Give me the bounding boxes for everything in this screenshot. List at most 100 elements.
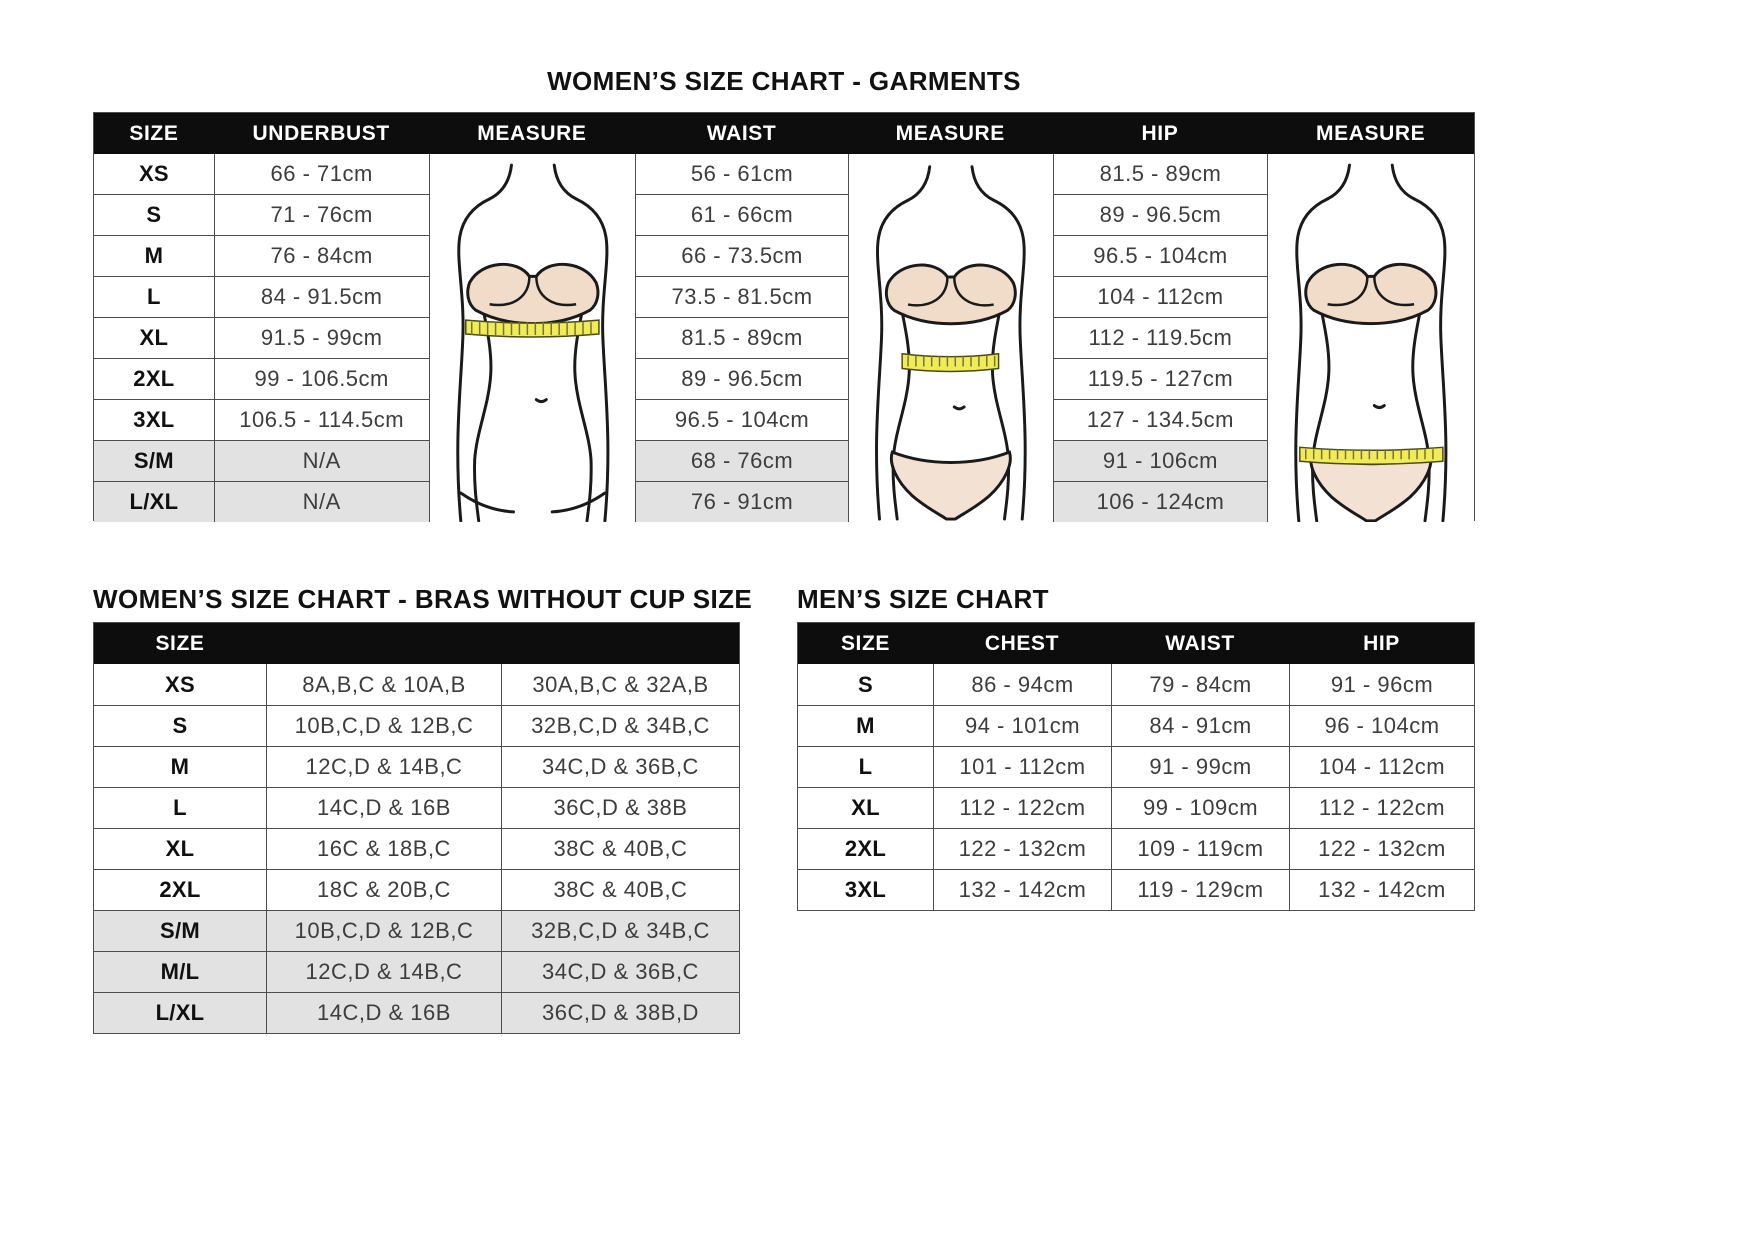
garments-table-header: SIZE UNDERBUST MEASURE WAIST MEASURE HIP…: [94, 113, 1474, 154]
waist-cell: 81.5 - 89cm: [636, 318, 848, 359]
torso-underbust-tape-icon: [455, 163, 609, 522]
underbust-cell: 91.5 - 99cm: [214, 318, 429, 359]
underbust-column: 66 - 71cm 71 - 76cm 76 - 84cm 84 - 91.5cm 91…: [213, 154, 429, 522]
column-header-size: SIZE: [129, 121, 179, 145]
size-cell: M: [94, 236, 214, 277]
size-cell: 2XL: [844, 836, 887, 861]
waist-cell: 96.5 - 104cm: [636, 400, 848, 441]
waist-cell: 66 - 73.5cm: [636, 236, 848, 277]
bra-sizes-cell-a: 12C,D & 14B,C: [266, 747, 501, 787]
size-cell: S: [94, 195, 214, 236]
size-column: XS S M L XL 2XL 3XL S/M L/XL: [94, 154, 214, 522]
waist-cell: 119 - 129cm: [1111, 870, 1289, 910]
column-header-measure-3: MEASURE: [1316, 121, 1426, 145]
size-cell: S/M: [94, 911, 266, 951]
bra-sizes-cell-a: 10B,C,D & 12B,C: [266, 911, 501, 951]
bras-table-row: S/M 10B,C,D & 12B,C 32B,C,D & 34B,C: [94, 910, 739, 951]
hip-cell: 104 - 112cm: [1053, 277, 1268, 318]
size-cell: L/XL: [94, 993, 266, 1033]
bras-table-header: SIZE: [94, 623, 739, 664]
bras-table-row: M/L 12C,D & 14B,C 34C,D & 36B,C: [94, 951, 739, 992]
mens-table-row: L 101 - 112cm 91 - 99cm 104 - 112cm: [798, 746, 1474, 787]
bra-sizes-cell-b: 38C & 40B,C: [501, 870, 739, 910]
underbust-cell: 71 - 76cm: [214, 195, 429, 236]
bras-table-body: XS 8A,B,C & 10A,B 30A,B,C & 32A,B S 10B,…: [94, 664, 739, 1033]
waist-cell: 91 - 99cm: [1111, 747, 1289, 787]
bra-sizes-cell-a: 14C,D & 16B: [266, 993, 501, 1033]
bra-sizes-cell-b: 36C,D & 38B,D: [501, 993, 739, 1033]
column-header-measure-2: MEASURE: [895, 121, 1005, 145]
underbust-cell: 99 - 106.5cm: [214, 359, 429, 400]
garments-chart-title: WOMEN’S SIZE CHART - GARMENTS: [547, 66, 1021, 96]
mens-table-row: M 94 - 101cm 84 - 91cm 96 - 104cm: [798, 705, 1474, 746]
bras-table-row: L/XL 14C,D & 16B 36C,D & 38B,D: [94, 992, 739, 1033]
size-cell: XL: [94, 318, 214, 359]
hip-column: 81.5 - 89cm 89 - 96.5cm 96.5 - 104cm 104 - …: [1052, 154, 1268, 522]
bra-sizes-cell-a: 12C,D & 14B,C: [266, 952, 501, 992]
bras-table-row: 2XL 18C & 20B,C 38C & 40B,C: [94, 869, 739, 910]
waist-cell: 79 - 84cm: [1111, 664, 1289, 705]
bras-table-row: L 14C,D & 16B 36C,D & 38B: [94, 787, 739, 828]
mens-table-row: XL 112 - 122cm 99 - 109cm 112 - 122cm: [798, 787, 1474, 828]
garments-size-table: SIZE UNDERBUST MEASURE WAIST MEASURE HIP…: [93, 112, 1475, 522]
column-header-size: SIZE: [840, 631, 891, 655]
bras-table-row: XS 8A,B,C & 10A,B 30A,B,C & 32A,B: [94, 664, 739, 705]
chest-cell: 101 - 112cm: [933, 747, 1111, 787]
waist-measure-figure: [847, 154, 1053, 522]
underbust-cell: 76 - 84cm: [214, 236, 429, 277]
hip-cell: 132 - 142cm: [1289, 870, 1474, 910]
bra-sizes-cell-b: 36C,D & 38B: [501, 788, 739, 828]
bra-sizes-cell-b: 38C & 40B,C: [501, 829, 739, 869]
hip-cell: 91 - 96cm: [1289, 664, 1474, 705]
size-cell: S/M: [94, 441, 214, 482]
size-cell: 2XL: [159, 877, 201, 902]
column-header-measure-1: MEASURE: [477, 121, 587, 145]
column-header-underbust: UNDERBUST: [252, 121, 390, 145]
waist-cell: 109 - 119cm: [1111, 829, 1289, 869]
waist-cell: 61 - 66cm: [636, 195, 848, 236]
hip-cell: 119.5 - 127cm: [1053, 359, 1268, 400]
mens-chart-title: MEN’S SIZE CHART: [797, 584, 1049, 614]
column-header-chest: CHEST: [984, 631, 1060, 655]
mens-size-table: SIZE CHEST WAIST HIP S 86 - 94cm 79 - 84…: [797, 622, 1475, 911]
column-header-hip: HIP: [1141, 121, 1179, 145]
bras-table-row: XL 16C & 18B,C 38C & 40B,C: [94, 828, 739, 869]
waist-cell: 84 - 91cm: [1111, 706, 1289, 746]
size-cell: XS: [165, 671, 195, 697]
waist-column: 56 - 61cm 61 - 66cm 66 - 73.5cm 73.5 - 81.5…: [635, 154, 848, 522]
size-cell: L: [858, 754, 873, 779]
hip-cell: 81.5 - 89cm: [1053, 154, 1268, 195]
hip-cell: 106 - 124cm: [1053, 482, 1268, 522]
size-cell: L/XL: [94, 482, 214, 522]
size-cell: XS: [94, 154, 214, 195]
bras-chart-title: WOMEN’S SIZE CHART - BRAS WITHOUT CUP SI…: [93, 584, 753, 614]
mens-table-body: S 86 - 94cm 79 - 84cm 91 - 96cm M 94 - 1…: [798, 664, 1474, 910]
hip-cell: 96.5 - 104cm: [1053, 236, 1268, 277]
bra-sizes-cell-b: 32B,C,D & 34B,C: [501, 706, 739, 746]
hip-cell: 104 - 112cm: [1289, 747, 1474, 787]
mens-table-row: 2XL 122 - 132cm 109 - 119cm 122 - 132cm: [798, 828, 1474, 869]
column-header-hip: HIP: [1363, 631, 1400, 655]
bra-sizes-cell-a: 16C & 18B,C: [266, 829, 501, 869]
waist-cell: 76 - 91cm: [636, 482, 848, 522]
hip-cell: 122 - 132cm: [1289, 829, 1474, 869]
garments-table-body: XS S M L XL 2XL 3XL S/M L/XL 66 - 71cm 71 - 76cm 7…: [94, 154, 1474, 522]
column-header-waist: WAIST: [706, 121, 777, 145]
bra-sizes-cell-a: 10B,C,D & 12B,C: [266, 706, 501, 746]
size-cell: L: [94, 277, 214, 318]
underbust-cell: N/A: [214, 482, 429, 522]
underbust-cell: 84 - 91.5cm: [214, 277, 429, 318]
hip-cell: 89 - 96.5cm: [1053, 195, 1268, 236]
size-cell: M: [170, 754, 190, 779]
underbust-cell: N/A: [214, 441, 429, 482]
torso-waist-tape-icon: [874, 165, 1027, 521]
size-cell: S: [172, 713, 188, 738]
column-header-size: SIZE: [155, 631, 205, 655]
bra-sizes-cell-b: 32B,C,D & 34B,C: [501, 911, 739, 951]
mens-table-row: S 86 - 94cm 79 - 84cm 91 - 96cm: [798, 664, 1474, 705]
chest-cell: 94 - 101cm: [933, 706, 1111, 746]
bras-size-table: SIZE XS 8A,B,C & 10A,B 30A,B,C & 32A,B S…: [93, 622, 740, 1034]
size-cell: S: [858, 671, 873, 697]
underbust-cell: 66 - 71cm: [214, 154, 429, 195]
